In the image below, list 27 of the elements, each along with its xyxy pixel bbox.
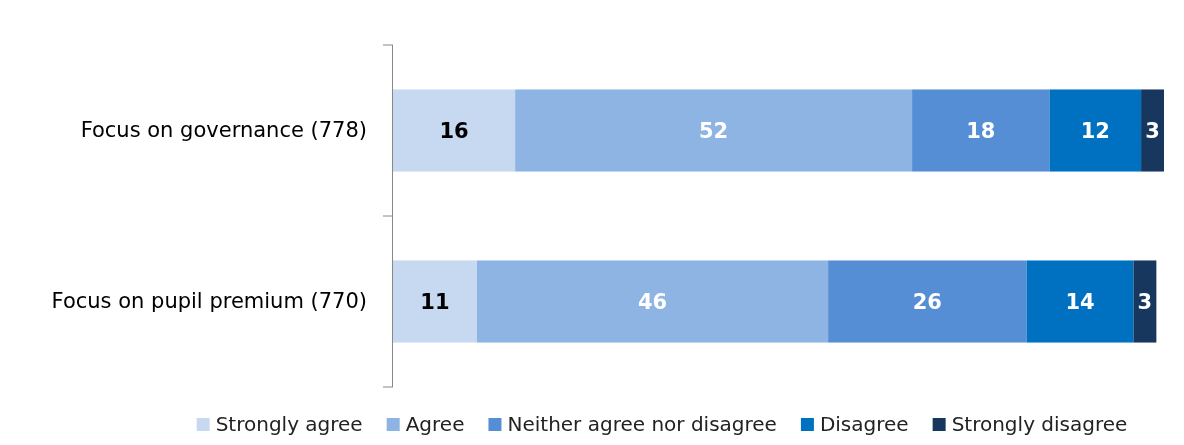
bar: [1141, 89, 1164, 172]
bar: [476, 260, 829, 343]
legend-label: Strongly agree: [215, 412, 363, 436]
data-label: 3: [1145, 118, 1160, 143]
data-label: 46: [637, 289, 668, 314]
legend-label: Disagree: [819, 412, 909, 436]
bar: [393, 260, 477, 343]
data-label: 18: [966, 118, 996, 143]
data-label: 12: [1080, 118, 1110, 143]
y-tick-label: Focus on pupil premium (770): [51, 289, 367, 314]
bar: [828, 260, 1027, 343]
bar: [393, 89, 516, 172]
data-label: 14: [1065, 289, 1095, 314]
bar: [515, 89, 913, 172]
bar: [1133, 260, 1157, 343]
legend-label: Agree: [405, 412, 465, 436]
bar: [1049, 89, 1142, 172]
bar: [912, 89, 1050, 172]
bar: [1026, 260, 1134, 343]
y-tick-label: Focus on governance (778): [80, 118, 367, 143]
legend-label: Strongly disagree: [951, 412, 1128, 436]
data-label: 3: [1137, 289, 1153, 314]
data-label: 26: [912, 289, 942, 314]
data-label: 16: [439, 118, 469, 143]
data-label: 52: [699, 118, 729, 143]
data-label: 11: [420, 289, 450, 314]
legend-label: Neither agree nor disagree: [507, 412, 777, 436]
